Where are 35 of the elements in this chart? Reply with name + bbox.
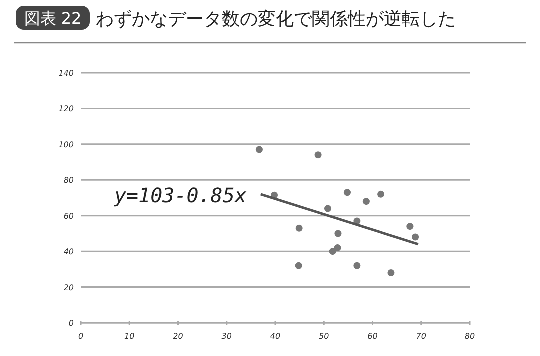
x-tick-label: 20	[173, 332, 184, 341]
point	[344, 189, 351, 196]
point	[296, 224, 303, 232]
y-tick-label: 80	[64, 176, 74, 186]
point	[378, 190, 385, 198]
point	[329, 248, 336, 256]
point	[334, 230, 342, 238]
series-label: y=103-0.85x	[113, 183, 247, 208]
point	[362, 198, 370, 206]
y-tick-label: 20	[64, 283, 74, 292]
chart-title: わずかなデータ数の変化で関係性が逆転した	[96, 9, 456, 30]
point	[256, 146, 263, 154]
x-tick-label: 50	[319, 332, 330, 341]
point	[406, 223, 414, 230]
x-tick-label: 80	[464, 332, 476, 341]
y-tick-label: 40	[64, 248, 74, 257]
point	[412, 234, 420, 241]
point	[354, 262, 361, 270]
point	[334, 244, 342, 252]
x-tick-label: 30	[222, 332, 232, 341]
text: 図表 22	[24, 9, 82, 28]
x-tick-label: 70	[416, 332, 426, 341]
x-tick-label: 0	[78, 332, 84, 341]
point	[314, 152, 322, 159]
x-tick-label: 40	[270, 332, 281, 341]
y-tick-label: 120	[58, 104, 74, 114]
y-tick-label: 140	[58, 69, 74, 78]
y-tick-label: 60	[64, 212, 74, 221]
point	[295, 262, 302, 270]
y-tick-label: 100	[58, 140, 74, 150]
x-tick-label: 10	[124, 332, 135, 341]
point	[324, 205, 332, 212]
y-tick-label: 0	[68, 319, 74, 328]
x-tick-label: 60	[368, 332, 378, 341]
point	[388, 270, 395, 276]
